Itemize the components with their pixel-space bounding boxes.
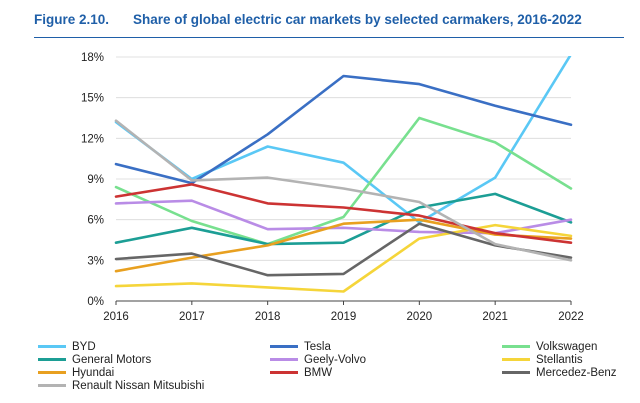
x-tick-label: 2016: [103, 311, 129, 323]
legend-swatch: [270, 371, 298, 374]
x-tick-label: 2018: [255, 311, 281, 323]
legend-swatch: [38, 384, 66, 387]
legend-swatch: [270, 358, 298, 361]
legend-label: Renault Nissan Mitsubishi: [72, 379, 205, 392]
x-tick-label: 2019: [331, 311, 357, 323]
legend-item-mercedez-benz: Mercedez-Benz: [502, 366, 617, 379]
legend-label: Hyundai: [72, 366, 115, 379]
line-chart: 0% 3% 6% 9% 12% 15% 18% 2016 2017 2018 2019 2020 202…: [81, 52, 584, 323]
x-tick-label: 2020: [407, 311, 433, 323]
legend-label: Stellantis: [536, 353, 583, 366]
figure-title-text: Share of global electric car markets by …: [133, 12, 582, 27]
legend-item-volkswagen: Volkswagen: [502, 340, 597, 353]
gridlines: [116, 56, 571, 302]
series-line-volkswagen: [114, 116, 573, 246]
legend-item-byd: BYD: [38, 340, 96, 353]
y-tick-label: 3%: [87, 255, 104, 267]
legend-label: Tesla: [304, 340, 331, 353]
legend-label: Volkswagen: [536, 340, 598, 353]
series-lines: [114, 56, 573, 293]
legend-item-hyundai: Hyundai: [38, 366, 114, 379]
legend-swatch: [270, 345, 298, 348]
legend-item-general-motors: General Motors: [38, 353, 151, 366]
legend-label: BMW: [304, 366, 333, 379]
legend-swatch: [38, 345, 66, 348]
chart-legend: BYD Tesla Volkswagen General Motors Geely-Vo…: [38, 340, 638, 402]
x-tick-label: 2017: [179, 311, 205, 323]
legend-label: BYD: [72, 340, 96, 353]
y-tick-label: 15%: [81, 93, 104, 105]
legend-swatch: [38, 371, 66, 374]
legend-swatch: [38, 358, 66, 361]
figure-title: Figure 2.10. Share of global electric car…: [34, 12, 582, 27]
y-tick-label: 12%: [81, 133, 104, 145]
legend-item-renault-nissan-mitsubishi: Renault Nissan Mitsubishi: [38, 379, 204, 392]
series-line-general-motors: [114, 192, 573, 246]
legend-item-tesla: Tesla: [270, 340, 331, 353]
y-tick-label: 18%: [81, 52, 104, 64]
legend-item-geely-volvo: Geely-Volvo: [270, 353, 366, 366]
x-tick-label: 2021: [482, 311, 508, 323]
y-tick-label: 9%: [87, 174, 104, 186]
legend-item-bmw: BMW: [270, 366, 332, 379]
legend-item-stellantis: Stellantis: [502, 353, 583, 366]
figure-number: Figure 2.10.: [34, 12, 110, 27]
legend-swatch: [502, 358, 530, 361]
series-line-bmw: [114, 183, 573, 244]
x-tick-label: 2022: [558, 311, 584, 323]
series-line-hyundai: [114, 218, 573, 273]
title-divider: [34, 37, 624, 38]
y-tick-label: 0%: [87, 296, 104, 308]
legend-label: Mercedez-Benz: [536, 366, 617, 379]
series-line-stellantis: [114, 223, 573, 293]
legend-swatch: [502, 345, 530, 348]
legend-swatch: [502, 371, 530, 374]
legend-label: Geely-Volvo: [304, 353, 367, 366]
axes: 0% 3% 6% 9% 12% 15% 18% 2016 2017 2018 2019 2020 202…: [81, 52, 584, 323]
legend-label: General Motors: [72, 353, 152, 366]
y-tick-label: 6%: [87, 215, 104, 227]
series-line-renault-nissan-mitsubishi: [114, 119, 573, 262]
